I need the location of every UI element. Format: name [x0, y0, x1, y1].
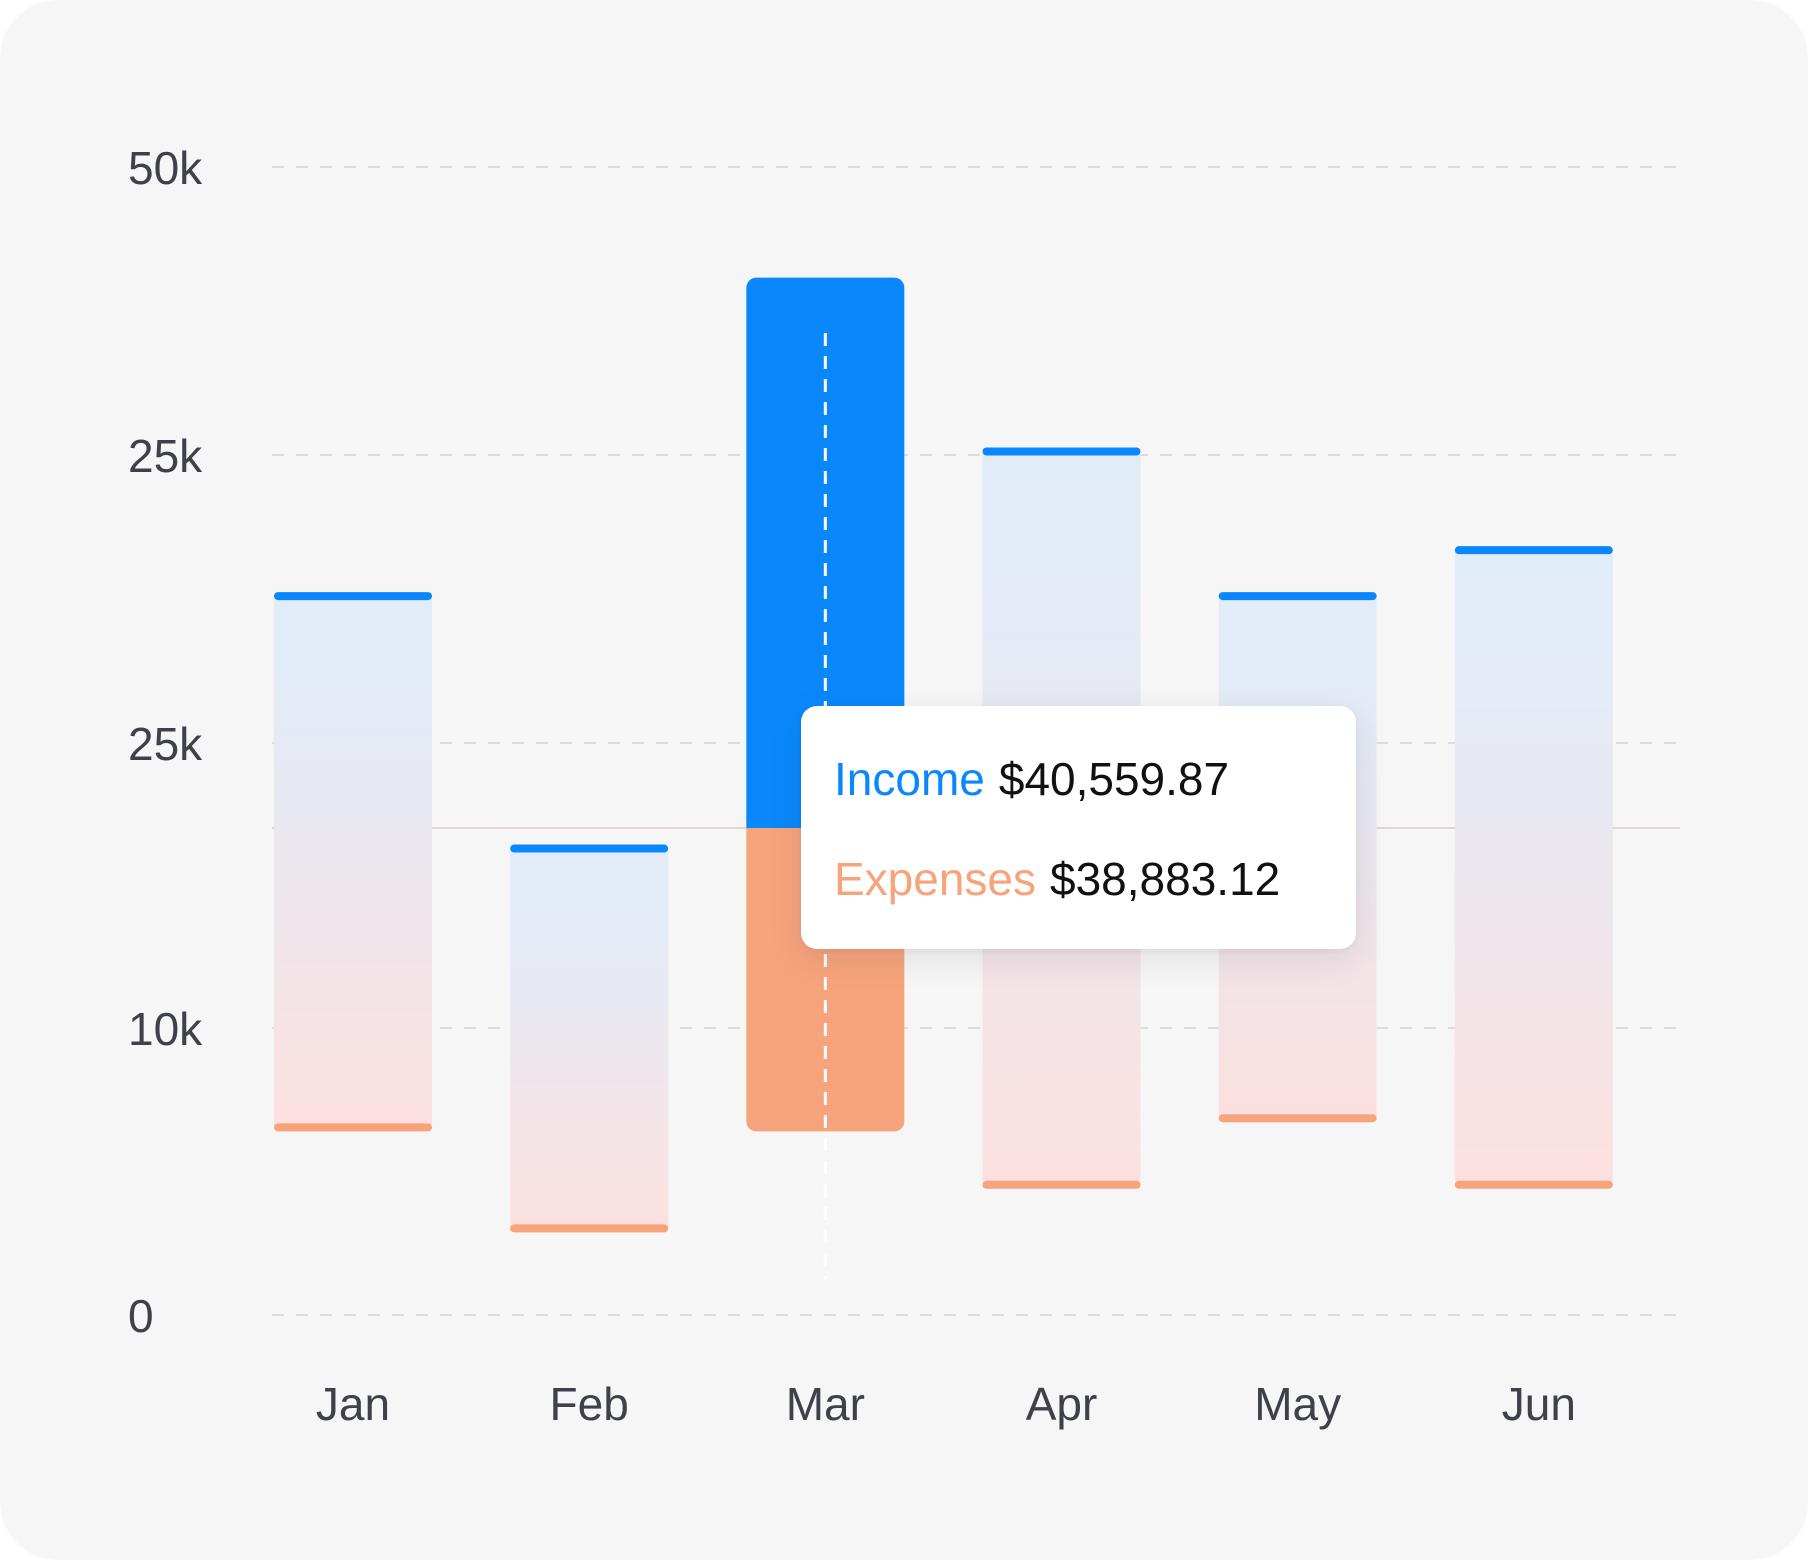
income-cap: [1454, 546, 1613, 555]
income-cap: [982, 447, 1141, 456]
range-bar[interactable]: [510, 844, 669, 1233]
tooltip-expenses-row: Expenses $38,883.12: [834, 852, 1280, 906]
chart-tooltip: Income $40,559.87 Expenses $38,883.12: [801, 706, 1356, 949]
bar-group-jun[interactable]: [1454, 546, 1613, 1189]
tooltip-income-label: Income: [834, 753, 985, 805]
tooltip-income-value: $40,559.87: [998, 753, 1230, 805]
expenses-cap: [274, 1123, 432, 1132]
expenses-cap: [1454, 1180, 1613, 1189]
x-tick-label: Mar: [786, 1378, 865, 1430]
income-cap: [274, 592, 432, 601]
income-cap: [1218, 592, 1377, 601]
bar-group-jan[interactable]: [274, 592, 432, 1132]
tooltip-expenses-value: $38,883.12: [1050, 853, 1281, 905]
range-bar[interactable]: [274, 592, 432, 1132]
x-tick-label: Jan: [316, 1378, 390, 1430]
y-tick-label: 50k: [128, 142, 203, 194]
y-tick-label: 0: [128, 1290, 154, 1342]
expenses-cap: [1218, 1114, 1377, 1123]
y-tick-label: 25k: [128, 718, 203, 770]
y-tick-label: 10k: [128, 1003, 203, 1055]
expenses-cap: [982, 1180, 1141, 1189]
bar-group-feb[interactable]: [510, 844, 669, 1233]
x-tick-label: Jun: [1502, 1378, 1576, 1430]
expenses-cap: [510, 1224, 669, 1233]
x-tick-label: Apr: [1026, 1378, 1098, 1430]
x-tick-label: Feb: [550, 1378, 629, 1430]
y-tick-label: 25k: [128, 430, 203, 482]
tooltip-income-row: Income $40,559.87: [834, 752, 1229, 806]
income-cap: [510, 844, 669, 853]
x-tick-label: May: [1254, 1378, 1341, 1430]
range-bar[interactable]: [1454, 546, 1613, 1189]
tooltip-expenses-label: Expenses: [834, 853, 1037, 905]
